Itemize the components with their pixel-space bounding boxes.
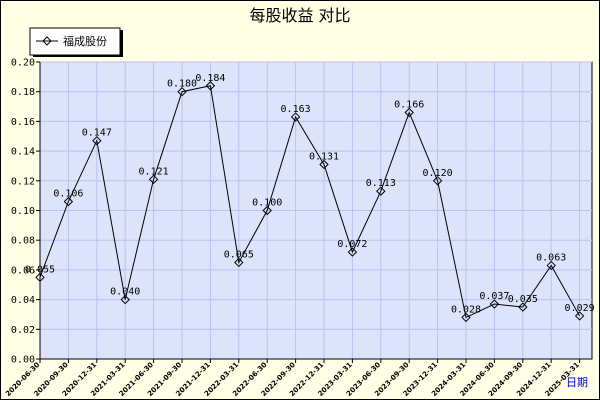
y-tick-label: 0.20 [11, 58, 35, 69]
data-label: 0.055 [25, 264, 55, 275]
data-point [92, 135, 102, 146]
data-point [205, 81, 216, 91]
data-label: 0.029 [565, 303, 595, 314]
y-tick-label: 0.06 [11, 265, 35, 276]
data-point [461, 312, 471, 323]
data-point [432, 176, 443, 186]
y-tick-label: 0.02 [11, 325, 35, 336]
data-label: 0.147 [82, 128, 112, 139]
data-point [177, 86, 187, 97]
chart-title: 每股收益 对比 [249, 6, 350, 25]
data-label: 0.180 [167, 79, 197, 90]
legend: 福成股份 [29, 27, 123, 57]
period-label: 日期 [566, 376, 588, 389]
data-label: 0.065 [224, 249, 254, 260]
data-label: 0.113 [366, 178, 396, 189]
y-tick-label: 0.12 [11, 176, 35, 187]
y-tick-label: 0.04 [11, 295, 35, 306]
x-axis: 2020-06-302020-09-302020-12-312021-03-31… [4, 358, 592, 398]
data-point [518, 302, 528, 312]
data-point [35, 272, 45, 283]
data-point [319, 159, 329, 170]
data-label: 0.100 [252, 198, 282, 209]
data-point [262, 205, 272, 216]
data-label: 0.120 [423, 168, 453, 179]
data-point [234, 257, 244, 268]
data-label: 0.121 [139, 166, 169, 177]
data-point [290, 112, 301, 122]
data-label: 0.131 [309, 151, 339, 162]
data-label: 0.106 [53, 189, 83, 200]
data-point [546, 260, 556, 271]
data-label: 0.166 [394, 99, 424, 110]
data-point [148, 174, 159, 185]
data-point [376, 186, 386, 196]
data-label: 0.063 [536, 252, 566, 263]
y-tick-label: 0.14 [11, 147, 35, 158]
data-points [35, 81, 585, 323]
data-point [489, 299, 500, 309]
legend-entry-fucheng: 福成股份 [63, 34, 107, 48]
y-tick-label: 0.16 [11, 117, 35, 128]
data-point [404, 107, 414, 118]
y-axis: 0.00 0.02 0.04 0.06 0.08 0.10 0.12 0.14 0.16 0.18… [11, 58, 41, 366]
data-label: 0.037 [479, 291, 509, 302]
data-point [347, 247, 358, 257]
y-tick-label: 0.08 [11, 236, 35, 247]
data-label: 0.184 [195, 73, 225, 84]
y-tick-label: 0.10 [11, 206, 35, 217]
data-point [63, 196, 74, 207]
data-point [574, 311, 585, 321]
data-label: 0.040 [110, 287, 140, 298]
y-tick-label: 0.00 [11, 355, 35, 366]
data-point [120, 294, 130, 305]
legend-marker-icon [42, 36, 52, 46]
grid-lines [39, 61, 592, 360]
data-label: 0.035 [508, 294, 538, 305]
data-label: 0.028 [451, 304, 481, 315]
y-tick-label: 0.18 [11, 87, 35, 98]
series-line-fucheng [39, 85, 581, 319]
data-label: 0.163 [281, 104, 311, 115]
data-label: 0.072 [337, 239, 367, 250]
